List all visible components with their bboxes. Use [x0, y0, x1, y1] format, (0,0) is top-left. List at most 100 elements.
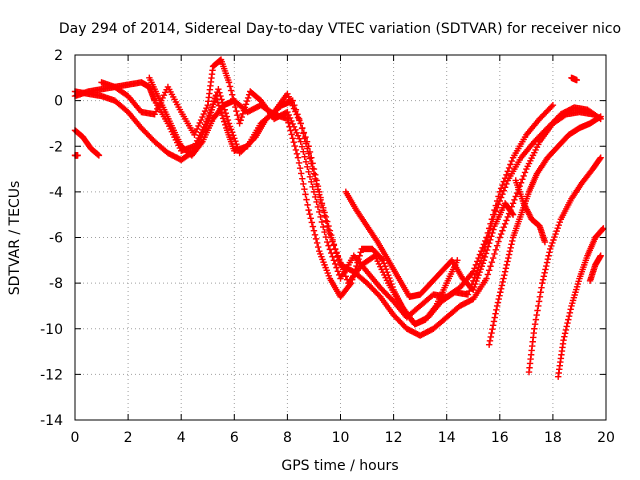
- data-point: [487, 236, 494, 243]
- data-point: [301, 185, 308, 193]
- data-point: [313, 198, 320, 206]
- data-point: [207, 106, 215, 114]
- series-track-l: [568, 74, 580, 84]
- series-track-k: [586, 252, 604, 285]
- data-point: [305, 143, 312, 150]
- data-point: [521, 169, 529, 176]
- data-point: [540, 273, 548, 280]
- data-point: [322, 233, 330, 241]
- data-point: [352, 266, 359, 273]
- data-point: [203, 104, 210, 112]
- data-point: [497, 289, 504, 296]
- data-point: [198, 139, 205, 147]
- x-tick-label: 18: [544, 430, 562, 446]
- data-point: [196, 119, 203, 127]
- data-point: [218, 96, 225, 103]
- data-point: [222, 109, 230, 117]
- data-point: [481, 237, 489, 245]
- data-point: [512, 193, 519, 200]
- data-point: [310, 188, 318, 196]
- data-point: [493, 242, 501, 249]
- data-point: [381, 263, 389, 270]
- x-tick-label: 16: [491, 430, 509, 446]
- data-point: [548, 242, 555, 250]
- data-point: [338, 262, 346, 270]
- data-point: [561, 330, 569, 337]
- data-point: [294, 154, 302, 161]
- data-point: [328, 232, 335, 239]
- data-point: [499, 181, 506, 189]
- data-point: [497, 185, 505, 192]
- data-point: [495, 238, 502, 245]
- data-point: [488, 258, 496, 266]
- data-point: [485, 225, 493, 232]
- data-point: [597, 154, 604, 161]
- data-point: [511, 196, 518, 204]
- data-point: [211, 94, 219, 102]
- data-point: [295, 159, 303, 167]
- data-point: [573, 76, 580, 84]
- data-point: [474, 274, 481, 282]
- y-axis: 2 0 -2 -4 -6 -8 -10 -12 -14: [40, 48, 606, 429]
- data-point: [308, 219, 316, 226]
- data-point: [490, 226, 497, 233]
- series-track-i: [525, 154, 604, 376]
- data-point: [519, 176, 526, 183]
- data-point: [238, 113, 245, 121]
- data-point: [504, 258, 511, 265]
- data-point: [310, 165, 318, 173]
- data-point: [292, 106, 300, 113]
- data-point: [503, 217, 510, 224]
- plot-frame: [74, 54, 607, 421]
- data-point: [306, 211, 313, 218]
- data-point: [476, 251, 484, 258]
- data-point: [538, 284, 545, 291]
- data-point: [500, 178, 507, 185]
- data-point: [472, 280, 479, 288]
- x-tick-label: 2: [124, 430, 133, 446]
- data-point: [508, 157, 515, 165]
- data-point: [291, 101, 298, 109]
- data-point: [209, 100, 217, 108]
- data-point: [485, 341, 493, 348]
- data-point: [296, 164, 304, 172]
- data-point: [473, 277, 480, 285]
- data-point: [326, 227, 334, 234]
- data-point: [548, 103, 555, 110]
- data-point: [486, 337, 494, 345]
- series-track-e: [71, 127, 103, 159]
- x-tick-label: 12: [385, 430, 403, 446]
- data-point: [287, 127, 294, 134]
- data-point: [232, 138, 239, 145]
- data-point: [470, 268, 477, 275]
- data-point: [597, 113, 604, 120]
- y-tick-label: -6: [49, 231, 63, 247]
- x-axis-label: GPS time / hours: [281, 458, 398, 474]
- data-point: [231, 135, 238, 142]
- data-point: [351, 269, 358, 277]
- data-point: [325, 222, 332, 230]
- data-point: [479, 260, 487, 267]
- data-point: [477, 266, 484, 273]
- data-points: [71, 56, 607, 380]
- data-point: [501, 271, 508, 279]
- data-point: [298, 170, 305, 177]
- grid: [75, 55, 606, 420]
- data-point: [501, 268, 509, 275]
- data-point: [239, 110, 246, 118]
- y-tick-label: 2: [54, 48, 63, 64]
- data-point: [304, 163, 311, 170]
- data-point: [306, 155, 314, 162]
- data-point: [297, 120, 304, 127]
- data-point: [501, 174, 509, 182]
- data-point: [565, 316, 572, 323]
- data-point: [497, 285, 505, 293]
- data-point: [555, 221, 562, 229]
- data-point: [552, 230, 559, 238]
- data-point: [476, 268, 483, 276]
- data-point: [500, 224, 507, 231]
- x-tick-label: 10: [332, 430, 350, 446]
- data-point: [495, 295, 502, 303]
- data-point: [304, 201, 311, 209]
- data-point: [556, 219, 564, 226]
